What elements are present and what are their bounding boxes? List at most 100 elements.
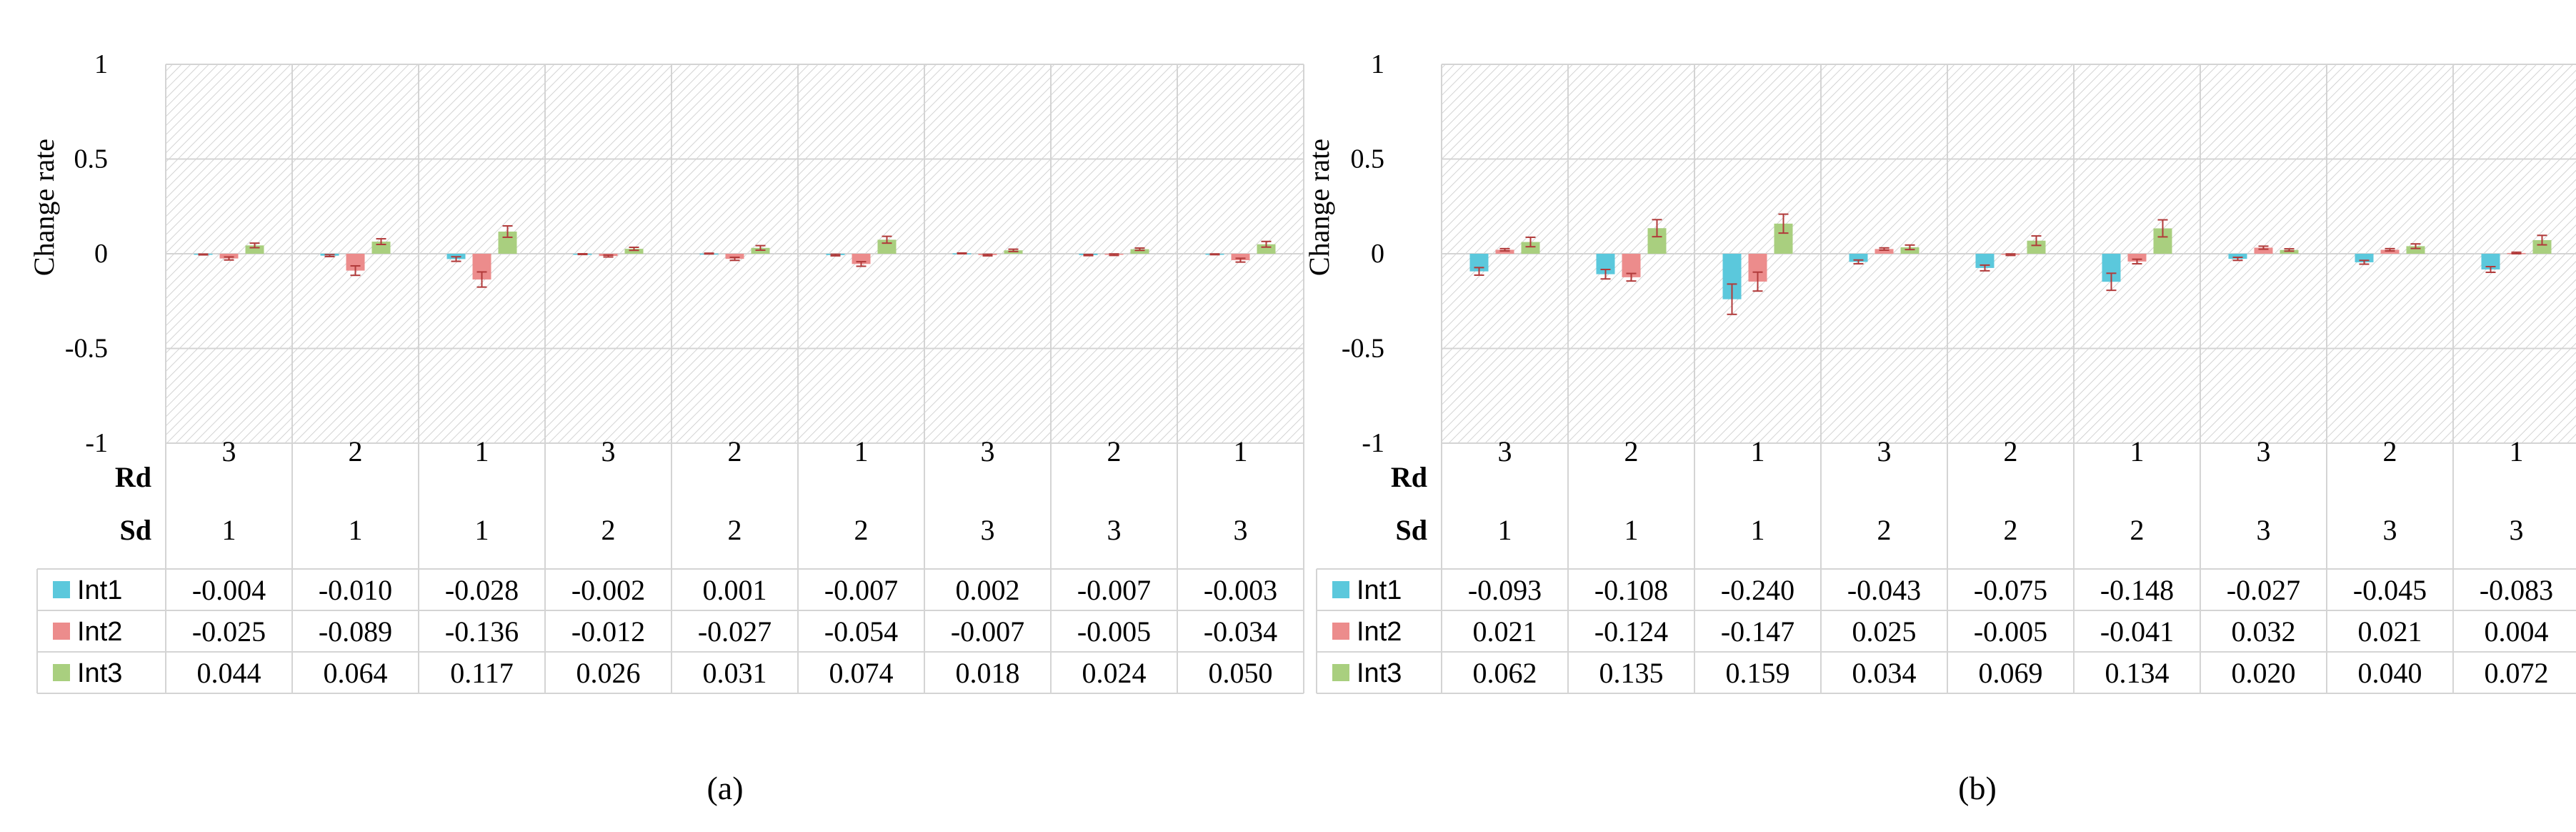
data-label: -0.054 <box>824 615 898 648</box>
data-label: 0.069 <box>1979 657 2043 689</box>
category-rd-value: 1 <box>1234 435 1248 467</box>
legend-label-int1: Int1 <box>1357 575 1402 605</box>
data-label: 0.025 <box>1852 615 1917 648</box>
data-label: -0.028 <box>445 574 519 606</box>
bar-int2 <box>1231 254 1250 261</box>
y-axis-label: Change rate <box>28 139 60 276</box>
data-label: 0.024 <box>1082 657 1147 689</box>
category-rd-value: 3 <box>222 435 236 467</box>
y-axis-label: Change rate <box>1303 139 1335 276</box>
y-tick-label: -0.5 <box>1342 334 1384 364</box>
bar-int3 <box>1521 242 1540 254</box>
row-label-sd: Sd <box>120 514 152 546</box>
category-sd-value: 2 <box>728 514 742 546</box>
bar-int3 <box>2027 240 2046 254</box>
y-tick-label: 1 <box>94 49 108 79</box>
data-label: 0.050 <box>1209 657 1273 689</box>
data-label: -0.003 <box>1204 574 1277 606</box>
data-label: -0.034 <box>1204 615 1277 648</box>
data-label: 0.134 <box>2105 657 2170 689</box>
data-label: -0.025 <box>192 615 266 648</box>
category-sd-value: 1 <box>1751 514 1765 546</box>
legend-key-int1 <box>1332 581 1349 598</box>
legend-label-int1: Int1 <box>77 575 122 605</box>
data-label: -0.007 <box>824 574 898 606</box>
bar-int3 <box>1900 247 1919 254</box>
bar-int2 <box>2380 249 2400 254</box>
category-sd-value: 2 <box>1877 514 1892 546</box>
bar-int3 <box>2532 239 2552 254</box>
category-sd-value: 1 <box>1498 514 1512 546</box>
data-label: 0.026 <box>576 657 641 689</box>
bar-int2 <box>2127 254 2147 262</box>
category-sd-value: 1 <box>475 514 489 546</box>
data-label: 0.021 <box>2358 615 2422 648</box>
legend-label-int2: Int2 <box>77 617 122 647</box>
category-rd-value: 1 <box>2510 435 2524 467</box>
data-label: 0.117 <box>450 657 514 689</box>
data-label: -0.045 <box>2353 574 2427 606</box>
bar-int2 <box>2254 247 2273 254</box>
data-label: 0.040 <box>2358 657 2422 689</box>
data-label: -0.012 <box>571 615 645 648</box>
legend-label-int3: Int3 <box>1357 658 1402 688</box>
category-rd-value: 2 <box>2383 435 2397 467</box>
category-sd-value: 3 <box>2510 514 2524 546</box>
legend-label-int2: Int2 <box>1357 617 1402 647</box>
data-label: 0.044 <box>197 657 261 689</box>
data-label: 0.018 <box>956 657 1020 689</box>
y-tick-label: -1 <box>1362 428 1384 458</box>
chart-panel-2: 1 0.5 0 -0.5 -1 Change rate Rd Sd 3 1 2 1 1 1 3 2 2 2 1 2 3 3… <box>1303 49 2576 806</box>
data-label: 0.004 <box>2485 615 2549 648</box>
bar-int3 <box>624 249 644 254</box>
data-label: -0.007 <box>951 615 1024 648</box>
data-label: -0.027 <box>2227 574 2300 606</box>
data-label: 0.020 <box>2232 657 2296 689</box>
data-label: -0.124 <box>1594 615 1668 648</box>
category-sd-value: 3 <box>2383 514 2397 546</box>
legend-key-int2 <box>1332 623 1349 640</box>
data-label: -0.043 <box>1847 574 1921 606</box>
data-label: 0.034 <box>1852 657 1917 689</box>
data-label: 0.074 <box>829 657 894 689</box>
data-label: -0.089 <box>319 615 392 648</box>
data-label: 0.062 <box>1473 657 1537 689</box>
row-label-rd: Rd <box>1391 461 1427 493</box>
bar-int1 <box>2228 254 2247 259</box>
category-rd-value: 2 <box>2004 435 2018 467</box>
legend-label-int3: Int3 <box>77 658 122 688</box>
category-rd-value: 2 <box>728 435 742 467</box>
data-label: -0.147 <box>1721 615 1794 648</box>
data-label: 0.032 <box>2232 615 2296 648</box>
data-label: -0.108 <box>1594 574 1668 606</box>
bar-int3 <box>1130 249 1149 254</box>
data-label: -0.041 <box>2100 615 2174 648</box>
data-label: -0.027 <box>698 615 772 648</box>
data-label: -0.083 <box>2480 574 2553 606</box>
bar-int3 <box>245 245 264 254</box>
data-label: -0.136 <box>445 615 519 648</box>
data-label: 0.159 <box>1726 657 1790 689</box>
category-rd-value: 3 <box>1877 435 1892 467</box>
bar-int2 <box>1874 249 1894 254</box>
category-sd-value: 3 <box>1234 514 1248 546</box>
category-rd-value: 3 <box>1498 435 1512 467</box>
data-label: -0.010 <box>319 574 392 606</box>
y-tick-label: -1 <box>85 428 108 458</box>
category-rd-value: 1 <box>1751 435 1765 467</box>
category-sd-value: 2 <box>601 514 616 546</box>
data-label: -0.007 <box>1077 574 1151 606</box>
data-label: 0.031 <box>703 657 767 689</box>
data-label: -0.148 <box>2100 574 2174 606</box>
category-rd-value: 1 <box>475 435 489 467</box>
category-rd-value: 1 <box>854 435 869 467</box>
category-rd-value: 3 <box>981 435 995 467</box>
legend-key-int2 <box>53 623 70 640</box>
y-tick-label: 0.5 <box>74 144 109 174</box>
data-label: -0.005 <box>1077 615 1151 648</box>
y-tick-label: 1 <box>1371 49 1384 79</box>
bar-int3 <box>2406 246 2425 254</box>
row-label-sd: Sd <box>1396 514 1428 546</box>
category-sd-value: 2 <box>2130 514 2145 546</box>
